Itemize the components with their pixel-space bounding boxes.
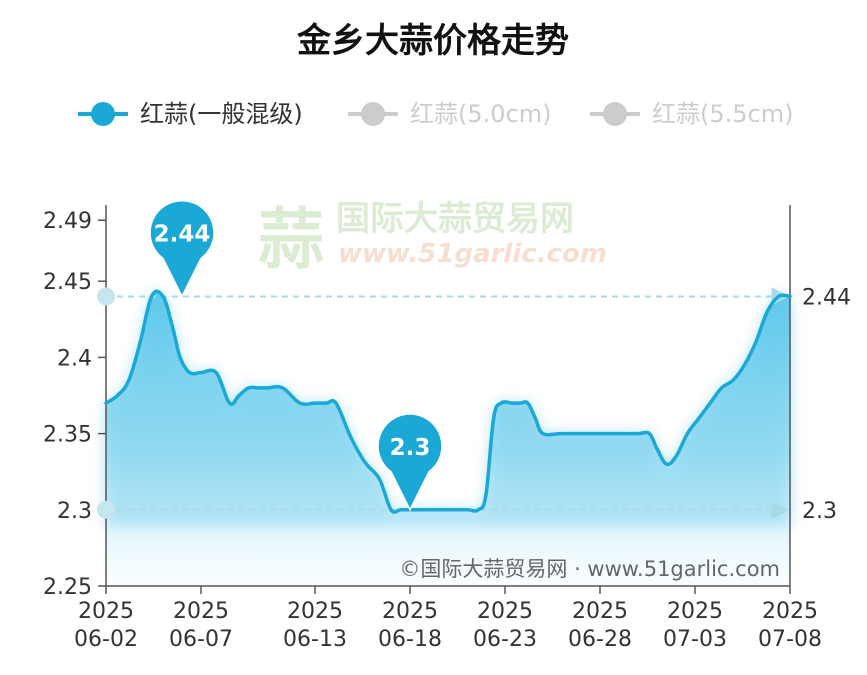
x-tick-date: 06-23 bbox=[473, 627, 537, 652]
y-tick-label: 2.49 bbox=[43, 209, 92, 234]
legend-item-series-2[interactable]: 红蒜(5.0cm) bbox=[348, 100, 551, 128]
marker-label: 2.3 bbox=[390, 435, 431, 461]
y-tick-label: 2.25 bbox=[43, 575, 92, 600]
legend-label-series-1: 红蒜(一般混级) bbox=[140, 100, 303, 128]
price-area bbox=[106, 291, 790, 586]
legend-dot-icon bbox=[91, 102, 115, 126]
x-tick-year: 2025 bbox=[572, 599, 628, 624]
x-tick-date: 06-18 bbox=[378, 627, 442, 652]
x-tick-date: 06-07 bbox=[169, 627, 233, 652]
x-tick-year: 2025 bbox=[78, 599, 134, 624]
y-tick-label: 2.3 bbox=[57, 499, 92, 524]
price-line bbox=[104, 289, 792, 514]
x-tick-year: 2025 bbox=[287, 599, 343, 624]
x-tick-year: 2025 bbox=[667, 599, 723, 624]
legend-dot-icon bbox=[361, 102, 385, 126]
map-pin-icon bbox=[149, 200, 215, 299]
min-marker[interactable]: 2.3 bbox=[377, 413, 443, 512]
markers: 2.44 2.3 bbox=[149, 200, 443, 512]
reference-dot-icon bbox=[97, 287, 115, 306]
map-pin-icon bbox=[377, 413, 443, 512]
x-tick-date: 07-08 bbox=[758, 627, 822, 652]
x-tick-year: 2025 bbox=[762, 599, 818, 624]
x-tick-date: 06-28 bbox=[568, 627, 632, 652]
reference-dot-icon bbox=[97, 500, 115, 519]
watermark-main: 国际大蒜贸易网 bbox=[336, 199, 574, 239]
y-ticks: 2.25 2.3 2.35 2.4 2.45 2.49 bbox=[43, 209, 106, 600]
legend-item-series-1[interactable]: 红蒜(一般混级) bbox=[78, 100, 303, 128]
x-tick-year: 2025 bbox=[173, 599, 229, 624]
x-tick-date: 06-13 bbox=[283, 627, 347, 652]
legend-dot-icon bbox=[603, 102, 627, 126]
chart-title: 金乡大蒜价格走势 bbox=[296, 21, 569, 61]
source-credit: ©国际大蒜贸易网 · www.51garlic.com bbox=[399, 557, 780, 581]
watermark-sub: www.51garlic.com bbox=[338, 239, 607, 269]
x-tick-year: 2025 bbox=[382, 599, 438, 624]
legend: 红蒜(一般混级) 红蒜(5.0cm) 红蒜(5.5cm) bbox=[78, 100, 793, 128]
legend-label-series-2: 红蒜(5.0cm) bbox=[410, 100, 551, 128]
reference-lines: 2.44 2.3 bbox=[97, 285, 851, 524]
watermark: 蒜 国际大蒜贸易网 www.51garlic.com bbox=[258, 199, 607, 278]
y-tick-label: 2.35 bbox=[43, 423, 92, 448]
reference-label: 2.44 bbox=[802, 285, 851, 310]
y-tick-label: 2.4 bbox=[57, 346, 92, 371]
reference-label: 2.3 bbox=[802, 499, 837, 524]
garlic-logo-icon: 蒜 bbox=[258, 201, 324, 278]
x-tick-year: 2025 bbox=[477, 599, 533, 624]
marker-label: 2.44 bbox=[154, 221, 211, 247]
y-tick-label: 2.45 bbox=[43, 270, 92, 295]
legend-item-series-3[interactable]: 红蒜(5.5cm) bbox=[590, 100, 793, 128]
x-tick-date: 06-02 bbox=[74, 627, 138, 652]
legend-label-series-3: 红蒜(5.5cm) bbox=[652, 100, 793, 128]
x-ticks: 2025 06-02 2025 06-07 2025 06-13 2025 06-18 2025… bbox=[74, 586, 822, 652]
max-marker[interactable]: 2.44 bbox=[149, 200, 215, 299]
x-tick-date: 07-03 bbox=[663, 627, 727, 652]
